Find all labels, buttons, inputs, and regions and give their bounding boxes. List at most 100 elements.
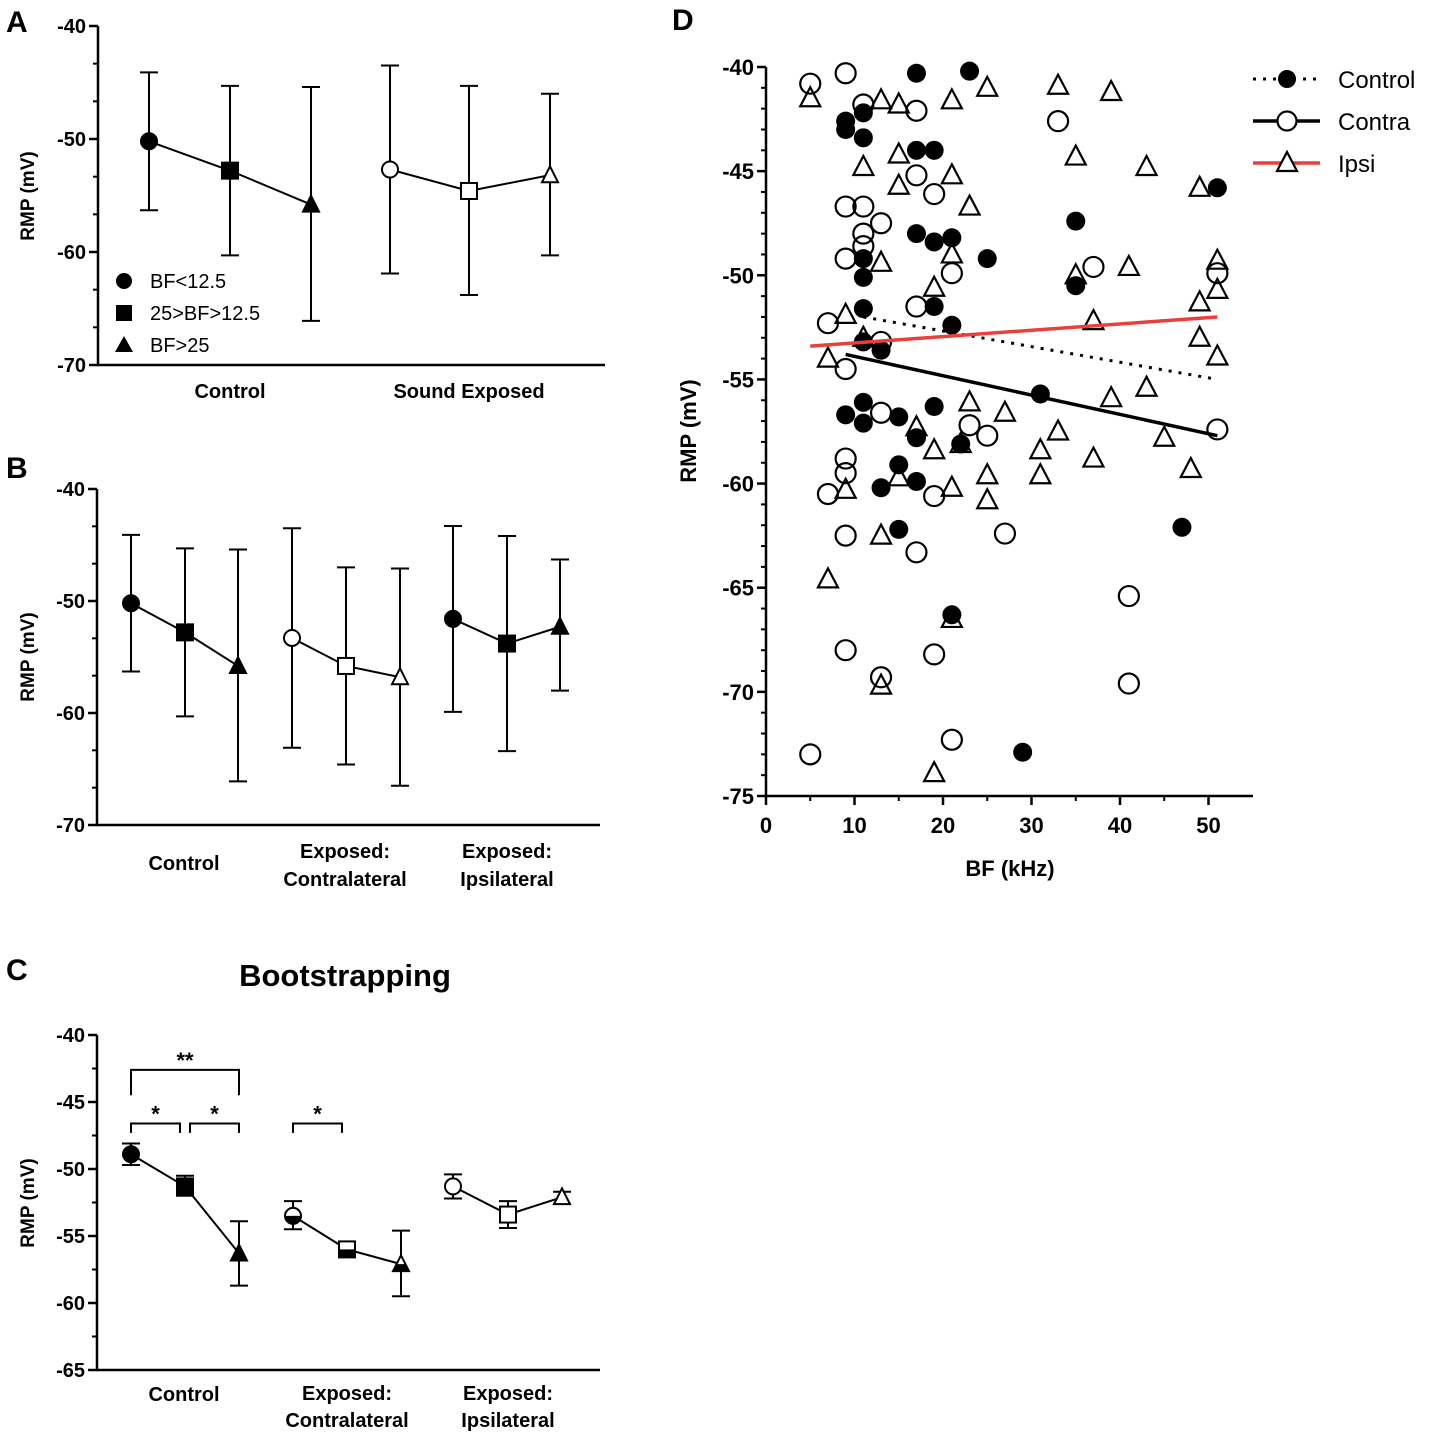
data-point <box>1205 343 1230 366</box>
data-point <box>1081 445 1106 468</box>
data-point <box>940 86 964 110</box>
data-point <box>834 462 857 485</box>
data-point <box>922 274 946 297</box>
data-point <box>924 232 944 252</box>
data-point <box>906 63 926 83</box>
y-tick-label: -60 <box>56 1293 85 1315</box>
legend-label: Control <box>1338 67 1415 94</box>
marker-triangle <box>390 666 410 686</box>
data-point <box>1134 374 1159 397</box>
data-point <box>851 324 876 347</box>
marker-triangle-fill <box>393 1264 409 1272</box>
group-label-exposed-line1: Exposed: <box>463 1383 553 1405</box>
data-point <box>993 399 1017 422</box>
data-point <box>924 297 944 317</box>
y-tick-label: -70 <box>57 355 86 377</box>
data-point <box>816 482 840 506</box>
data-point <box>922 759 946 783</box>
marker-triangle <box>540 164 560 184</box>
data-point <box>836 405 856 425</box>
panel-label-c: C <box>6 954 28 987</box>
data-point <box>1063 261 1088 285</box>
data-point <box>852 222 875 245</box>
data-point <box>906 224 926 244</box>
x-tick-label: 50 <box>1196 813 1220 838</box>
data-point <box>799 743 822 766</box>
data-point <box>834 639 857 662</box>
group-label-ipsilateral: Ipsilateral <box>461 1410 554 1432</box>
data-point <box>869 212 893 235</box>
data-point <box>816 345 840 368</box>
group-label-exposed-line1: Exposed: <box>300 841 390 863</box>
y-tick-label: -50 <box>56 1159 85 1181</box>
data-point <box>834 357 857 381</box>
group-label-contralateral: Contralateral <box>285 1410 408 1432</box>
y-axis-label: RMP (mV) <box>18 612 39 701</box>
data-point <box>1081 307 1106 331</box>
data-point <box>853 413 873 433</box>
significance-label: * <box>313 1101 322 1126</box>
data-point <box>886 463 911 487</box>
data-point <box>1063 143 1088 166</box>
data-point <box>886 141 911 164</box>
x-tick-label: 10 <box>842 813 866 838</box>
legend-marker-triangle <box>115 336 133 352</box>
group-label-control: Control <box>148 853 219 875</box>
data-point <box>923 643 946 666</box>
data-point <box>958 414 981 437</box>
data-point <box>853 392 873 412</box>
marker-triangle <box>229 1242 249 1262</box>
data-point <box>942 605 962 625</box>
data-point <box>993 522 1017 545</box>
data-point <box>834 447 857 470</box>
data-point <box>906 471 926 491</box>
panel-label-b: B <box>6 452 28 485</box>
data-point <box>834 524 857 547</box>
data-point <box>1187 289 1212 312</box>
marker-circle <box>122 1145 140 1164</box>
marker-circle <box>122 594 140 613</box>
marker-square <box>221 161 239 180</box>
significance-bracket <box>130 1068 240 1096</box>
data-point <box>871 340 891 360</box>
data-point <box>869 86 893 110</box>
data-point <box>1205 247 1230 270</box>
y-axis-label: RMP (mV) <box>676 379 701 483</box>
legend-marker-circle <box>116 273 132 289</box>
marker-circle <box>283 628 301 647</box>
panel-d: D -40 -45 -50 -55 -60 -65 -70 -750 10 20 30 40 50 RM… <box>672 4 1415 881</box>
data-point <box>940 161 964 185</box>
marker-triangle <box>550 615 570 635</box>
y-tick-label: -70 <box>56 815 85 837</box>
data-point <box>906 428 926 448</box>
data-point <box>851 153 876 177</box>
legend-label: BF>25 <box>150 335 209 357</box>
chart-title: Bootstrapping <box>239 958 451 993</box>
data-point <box>1028 436 1053 460</box>
data-point <box>905 541 928 564</box>
data-point <box>905 295 928 318</box>
significance-bracket <box>130 1122 181 1133</box>
data-point <box>940 728 963 751</box>
significance-label: * <box>151 1101 160 1126</box>
data-point <box>1205 276 1230 299</box>
data-point <box>871 478 891 498</box>
y-tick-label: -65 <box>56 1360 85 1382</box>
legend-label: BF<12.5 <box>150 271 226 293</box>
marker-square <box>499 1205 517 1224</box>
y-tick-label: -60 <box>57 242 86 264</box>
data-point <box>906 140 926 160</box>
y-tick-label: -60 <box>56 703 85 725</box>
legend-marker-square <box>116 305 132 321</box>
y-tick-label: -65 <box>722 576 754 601</box>
group-label-control: Control <box>194 381 265 403</box>
data-point <box>923 182 946 206</box>
y-tick-label: -55 <box>722 367 754 392</box>
data-point <box>1178 455 1203 479</box>
data-point <box>905 99 928 122</box>
data-point <box>942 315 962 335</box>
marker-square <box>460 181 478 200</box>
data-point <box>869 672 893 695</box>
group-label-control: Control <box>148 1384 219 1406</box>
data-point <box>852 195 875 218</box>
